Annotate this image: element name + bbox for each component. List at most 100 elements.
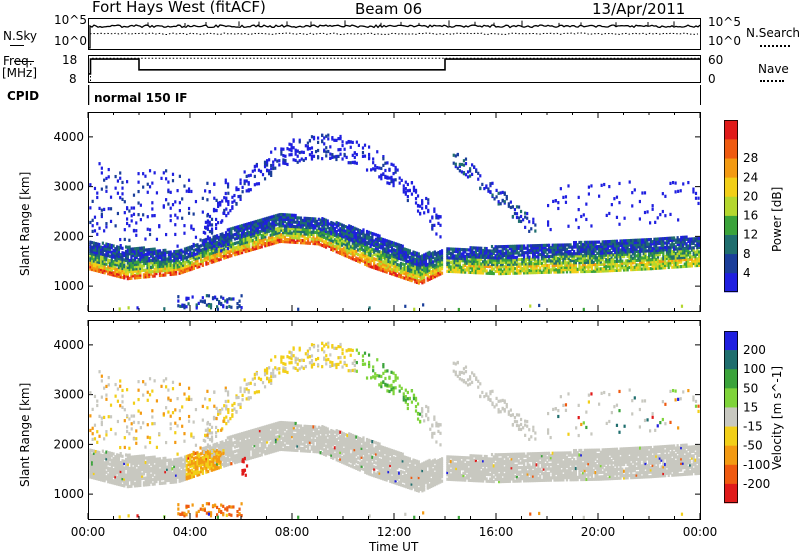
data-cell <box>649 240 652 244</box>
data-cell <box>329 156 332 160</box>
data-cell <box>216 234 219 238</box>
cpid-value: normal 150 IF <box>94 91 188 105</box>
data-cell <box>499 251 503 256</box>
data-cell <box>615 257 619 261</box>
data-cell <box>506 260 510 264</box>
data-cell <box>251 243 254 247</box>
data-cell <box>692 248 695 252</box>
data-cell <box>480 269 483 273</box>
data-cell <box>367 253 370 257</box>
data-cell <box>123 200 126 204</box>
data-cell <box>248 235 251 239</box>
data-cell <box>124 270 128 274</box>
data-cell <box>242 243 245 247</box>
data-cell <box>458 254 461 258</box>
data-cell <box>649 260 652 264</box>
data-cell <box>423 271 426 275</box>
data-cell <box>176 189 179 193</box>
data-cell <box>93 229 97 233</box>
data-cell <box>467 270 470 274</box>
data-cell <box>107 245 110 249</box>
data-cell <box>171 254 174 258</box>
data-cell <box>392 250 395 254</box>
data-cell <box>681 255 685 260</box>
data-cell <box>332 226 335 230</box>
data-cell <box>369 256 372 260</box>
data-cell <box>512 271 515 275</box>
data-cell <box>592 242 595 247</box>
data-cell <box>531 253 535 257</box>
data-cell <box>489 269 492 273</box>
data-cell <box>232 244 235 248</box>
data-cell <box>181 197 184 201</box>
data-cell <box>467 266 470 270</box>
data-cell <box>689 244 692 248</box>
data-cell <box>430 261 433 265</box>
data-cell <box>403 254 406 258</box>
data-cell <box>189 250 192 254</box>
data-cell <box>378 236 381 240</box>
data-cell <box>91 469 94 473</box>
data-cell <box>440 260 444 264</box>
data-cell <box>185 296 188 300</box>
data-cell <box>278 224 281 228</box>
data-cell <box>401 253 404 257</box>
data-cell <box>153 249 156 253</box>
data-cell <box>176 251 179 256</box>
data-cell <box>473 266 476 270</box>
data-cell <box>694 250 697 254</box>
data-cell <box>394 248 397 253</box>
data-cell <box>664 266 667 270</box>
data-cell <box>608 262 611 266</box>
data-cell <box>96 470 99 474</box>
data-cell <box>367 232 370 237</box>
data-cell <box>300 150 303 154</box>
data-cell <box>203 254 206 258</box>
data-cell <box>624 248 627 252</box>
data-cell <box>540 261 544 266</box>
data-cell <box>424 254 428 258</box>
data-cell <box>325 134 328 138</box>
data-cell <box>114 186 117 190</box>
data-cell <box>555 259 558 263</box>
data-cell <box>335 236 338 240</box>
data-cell <box>533 250 536 255</box>
data-cell <box>382 246 385 251</box>
data-cell <box>435 256 438 260</box>
data-cell <box>222 241 225 245</box>
data-cell <box>358 237 362 242</box>
data-cell <box>210 251 213 255</box>
data-cell <box>243 170 246 174</box>
data-cell <box>146 190 149 194</box>
data-cell <box>635 258 638 263</box>
data-cell <box>344 242 347 247</box>
data-cell <box>337 237 340 241</box>
data-cell <box>137 262 140 266</box>
data-cell <box>225 214 228 218</box>
data-cell <box>249 234 253 239</box>
data-cell <box>505 267 508 271</box>
data-cell <box>639 247 642 251</box>
data-cell <box>398 268 401 272</box>
data-cell <box>599 260 602 264</box>
data-cell <box>91 449 94 453</box>
data-cell <box>567 267 570 272</box>
data-cell <box>216 254 219 258</box>
data-cell <box>649 267 652 271</box>
data-cell <box>637 249 640 253</box>
data-cell <box>213 196 216 200</box>
data-cell <box>694 257 697 261</box>
data-cell <box>94 250 97 255</box>
data-cell <box>292 229 295 233</box>
data-cell <box>215 247 218 251</box>
data-cell <box>524 215 527 219</box>
data-cell <box>244 231 247 236</box>
data-cell <box>235 230 238 234</box>
data-cell <box>182 270 185 274</box>
data-cell <box>510 253 513 257</box>
data-cell <box>476 255 479 259</box>
data-cell <box>551 250 554 254</box>
data-cell <box>494 249 497 253</box>
data-cell <box>247 182 250 186</box>
data-cell <box>403 267 406 271</box>
